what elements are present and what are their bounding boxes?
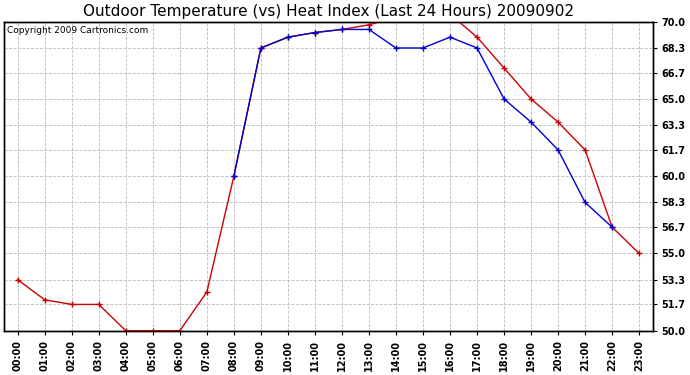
Title: Outdoor Temperature (vs) Heat Index (Last 24 Hours) 20090902: Outdoor Temperature (vs) Heat Index (Las… bbox=[83, 4, 574, 19]
Text: Copyright 2009 Cartronics.com: Copyright 2009 Cartronics.com bbox=[8, 26, 148, 35]
